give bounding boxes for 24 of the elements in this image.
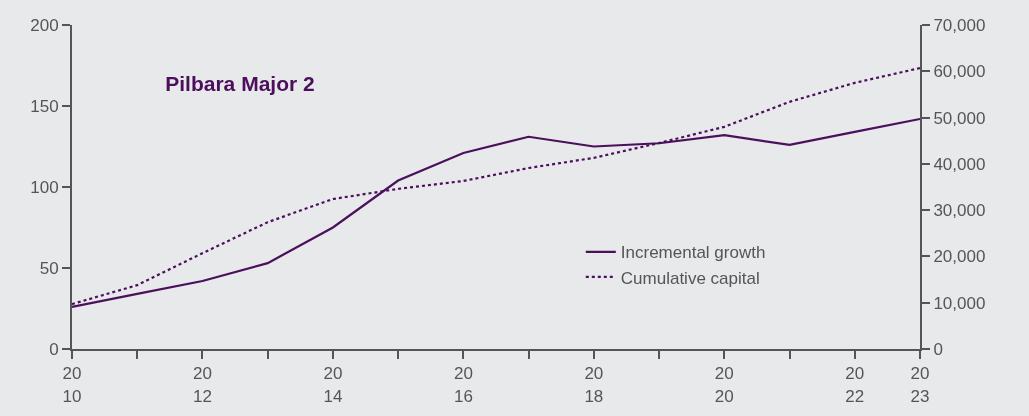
x-tick-label: 20 18	[584, 364, 604, 406]
y-tick-label: 50	[39, 258, 59, 278]
y2-tick-label: 0	[933, 339, 943, 359]
text: Pilbara Major 2	[165, 71, 315, 95]
x-tick-label: 20 14	[323, 364, 343, 406]
x-tick-label: 20 22	[845, 364, 865, 406]
x-tick-label: 20 10	[62, 364, 82, 406]
y2-tick-label: 20,000	[933, 247, 986, 267]
x-tick-label: 20 23	[910, 364, 930, 406]
legend-label: Incremental growth	[620, 243, 766, 263]
y2-tick-label: 50,000	[933, 108, 986, 128]
x-tick-label: 20 16	[453, 364, 473, 406]
y2-tick-label: 60,000	[933, 62, 986, 82]
y2-tick-label: 70,000	[933, 15, 986, 35]
x-tick-label: 20 20	[714, 364, 734, 406]
y2-tick-label: 30,000	[933, 201, 986, 221]
y-tick-label: 100	[30, 177, 59, 197]
legend-label: Cumulative capital	[620, 268, 760, 288]
y-tick-label: 0	[49, 339, 59, 359]
y-tick-label: 200	[30, 15, 59, 35]
y2-tick-label: 40,000	[933, 154, 986, 174]
y-tick-label: 150	[30, 96, 59, 116]
x-tick-label: 20 12	[193, 364, 212, 406]
y2-tick-label: 10,000	[933, 293, 986, 313]
